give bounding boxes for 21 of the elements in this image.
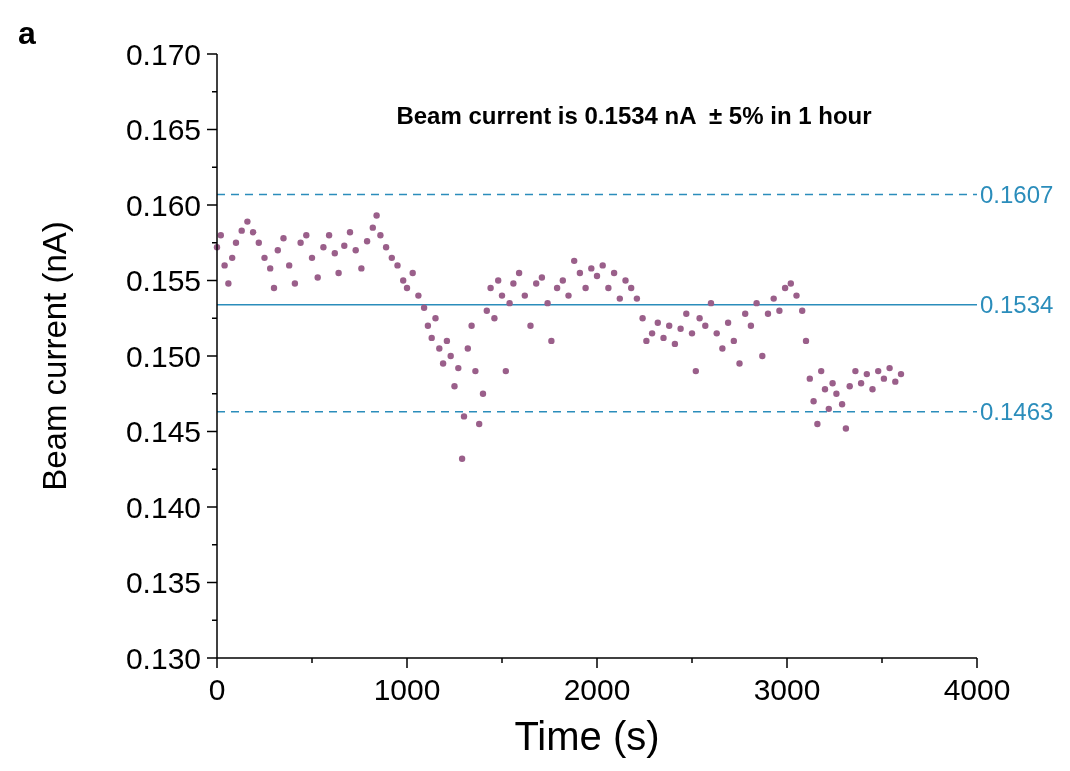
- y-tick-label: 0.160: [125, 188, 201, 222]
- ref-line-label: 0.1463: [980, 398, 1054, 426]
- annotation: Beam current is 0.1534 nA ± 5% in 1 hour: [396, 102, 872, 129]
- x-tick-label: 2000: [563, 673, 631, 706]
- x-tick-label: 3000: [753, 673, 821, 706]
- y-tick-label: 0.170: [125, 37, 201, 71]
- ref-line-label: 0.1534: [980, 291, 1054, 319]
- text: a: [18, 15, 36, 51]
- x-axis-title: Time (s): [514, 714, 660, 758]
- y-tick-label: 0.135: [125, 566, 201, 599]
- x-tick-label: 4000: [943, 673, 1011, 706]
- x-tick-label: 0: [208, 673, 226, 706]
- y-tick-label: 0.145: [125, 415, 201, 448]
- y-axis-title: Beam current (nA): [36, 221, 73, 491]
- y-tick-label: 0.130: [125, 641, 201, 675]
- x-tick-label: 1000: [373, 673, 441, 706]
- y-tick-label: 0.155: [125, 264, 201, 297]
- ref-line-label: 0.1607: [980, 180, 1054, 208]
- y-tick-label: 0.165: [125, 113, 201, 146]
- y-tick-label: 0.150: [125, 339, 201, 373]
- y-tick-label: 0.140: [125, 490, 201, 524]
